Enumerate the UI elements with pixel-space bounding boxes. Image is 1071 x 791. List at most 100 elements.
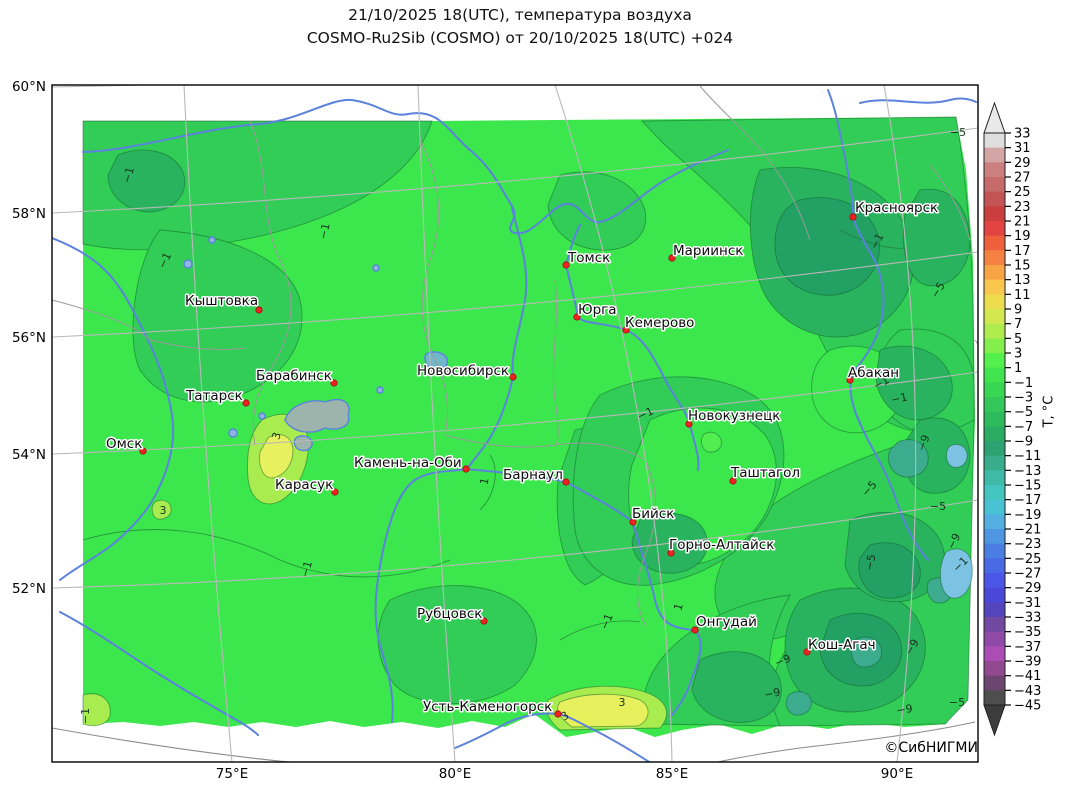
colorbar-segment [984, 221, 1005, 237]
city-label: Барабинск [256, 368, 332, 384]
colorbar-tick-label: −5 [1014, 405, 1033, 420]
colorbar-tick-label: −23 [1014, 537, 1041, 552]
city-label: Таштагол [730, 465, 800, 481]
city-label: Кемерово [625, 315, 694, 331]
colorbar-segment [984, 367, 1005, 383]
colorbar-tick-label: −37 [1014, 640, 1041, 655]
contour-value-label: 3 [269, 431, 284, 442]
colorbar-segment [984, 250, 1005, 266]
colorbar-segment [984, 338, 1005, 354]
city-dot [573, 313, 581, 321]
city-dot [667, 549, 675, 557]
lat-label: 56°N [12, 330, 46, 346]
colorbar-tick-label: −21 [1014, 523, 1041, 538]
city-dot [331, 488, 339, 496]
city-marker-layer: Красноярск Томск Мариинск Кыштовка Юрга Кемер… [105, 199, 940, 718]
colorbar-tick-label: −11 [1014, 449, 1041, 464]
colorbar-tick-label: −35 [1014, 625, 1041, 640]
lon-label: 90°E [881, 766, 913, 782]
city-dot [562, 261, 570, 269]
colorbar-segment [984, 147, 1005, 163]
contour-value-label: 1 [671, 602, 686, 613]
colorbar-tick-label: 25 [1014, 185, 1031, 200]
city-label: Мариинск [673, 243, 743, 259]
contour-value-label: −5 [863, 553, 879, 571]
colorbar-tick-label: −7 [1014, 420, 1033, 435]
lat-label: 60°N [12, 79, 46, 95]
colorbar-tick-label: 7 [1014, 317, 1022, 332]
colorbar-segment [984, 323, 1005, 339]
contour-value-label: −1 [298, 560, 315, 579]
colorbar-tick-label: −25 [1014, 552, 1041, 567]
colorbar-segment [984, 309, 1005, 325]
colorbar-tick-label: 1 [1014, 361, 1022, 376]
colorbar-segment [984, 514, 1005, 530]
contour-value-label: −1 [79, 708, 92, 724]
contour-value-label: 3 [619, 696, 626, 709]
colorbar: 33312927252321191715131197531−1−3−5−7−9−… [983, 101, 1041, 737]
city-dot [622, 326, 630, 334]
contour-value-label: −1 [890, 391, 909, 407]
colorbar-tick-label: 27 [1014, 171, 1031, 186]
colorbar-segment [984, 587, 1005, 603]
contour-lines [82, 229, 906, 641]
colorbar-segment [984, 499, 1005, 515]
city-dot [691, 626, 699, 634]
contour-value-label: −9 [773, 652, 793, 670]
colorbar-under-arrow [983, 704, 1006, 737]
city-dot [480, 617, 488, 625]
city-dot [139, 447, 147, 455]
city-dot [509, 373, 517, 381]
contour-value-label: −9 [763, 686, 782, 702]
colorbar-segment [984, 353, 1005, 369]
colorbar-tick-label: 15 [1014, 259, 1031, 274]
colorbar-tick-label: −17 [1014, 493, 1041, 508]
colorbar-tick-label: −43 [1014, 684, 1041, 699]
colorbar-tick-label: −27 [1014, 567, 1041, 582]
lon-label: 85°E [656, 766, 688, 782]
colorbar-segment [984, 279, 1005, 295]
colorbar-segment [984, 631, 1005, 647]
colorbar-tick-label: −13 [1014, 464, 1041, 479]
city-label: Омск [106, 436, 142, 452]
contour-value-label: −5 [950, 126, 966, 139]
colorbar-segment [984, 441, 1005, 457]
map-subtitle: COSMO-Ru2Sib (COSMO) от 20/10/2025 18(UT… [306, 29, 734, 47]
lakes [183, 236, 449, 452]
city-dot [803, 648, 811, 656]
colorbar-tick-label: 11 [1014, 288, 1031, 303]
city-dot [668, 254, 676, 262]
city-label: Карасук [275, 477, 333, 493]
colorbar-tick-label: 13 [1014, 273, 1031, 288]
colorbar-tick-label: −33 [1014, 611, 1041, 626]
city-dot [554, 710, 562, 718]
colorbar-segment [984, 602, 1005, 618]
contour-value-label: −9 [915, 433, 933, 453]
colorbar-segment [984, 543, 1005, 559]
colorbar-segment [984, 426, 1005, 442]
city-dot [846, 376, 854, 384]
temperature-shading [82, 116, 975, 731]
colorbar-tick-label: −41 [1014, 669, 1041, 684]
colorbar-tick-label: 23 [1014, 200, 1031, 215]
colorbar-tick-label: 33 [1014, 127, 1031, 142]
colorbar-tick-label: −19 [1014, 508, 1041, 523]
colorbar-segment [984, 646, 1005, 662]
colorbar-segment [984, 382, 1005, 398]
colorbar-tick-label: −15 [1014, 479, 1041, 494]
lat-label: 54°N [12, 447, 46, 463]
colorbar-tick-label: 17 [1014, 244, 1031, 259]
colorbar-tick-label: 5 [1014, 332, 1022, 347]
colorbar-tick-label: −31 [1014, 596, 1041, 611]
city-label: Онгудай [696, 614, 757, 630]
colorbar-tick-label: 21 [1014, 215, 1031, 230]
city-label: Татарск [185, 388, 243, 404]
lat-label: 58°N [12, 206, 46, 222]
colorbar-tick-label: −3 [1014, 391, 1033, 406]
city-label: Кош-Агач [808, 637, 876, 653]
colorbar-segment [984, 294, 1005, 310]
city-dot [330, 379, 338, 387]
colorbar-segment [984, 617, 1005, 633]
